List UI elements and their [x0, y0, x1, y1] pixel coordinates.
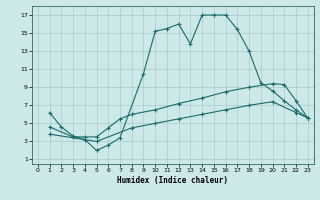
X-axis label: Humidex (Indice chaleur): Humidex (Indice chaleur) — [117, 176, 228, 185]
